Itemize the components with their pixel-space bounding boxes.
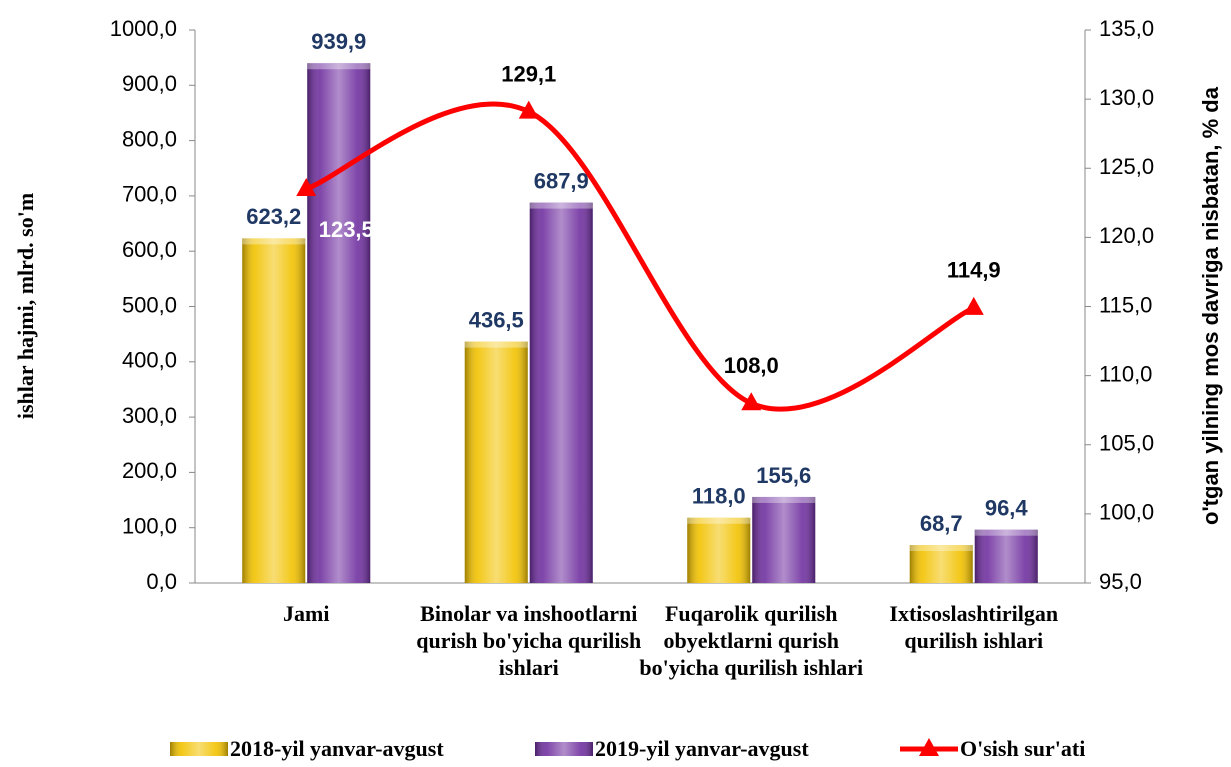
y2-tick-label: 105,0 <box>1099 431 1154 456</box>
x-tick-label: Ixtisoslashtirilgan qurilish ishlari <box>889 601 1059 653</box>
y2-tick-label: 115,0 <box>1099 292 1152 317</box>
bar-shade <box>974 529 1038 583</box>
legend-marker <box>919 738 939 756</box>
y-tick-label: 400,0 <box>122 348 177 373</box>
bar-shade <box>687 517 751 583</box>
y-tick-label: 700,0 <box>122 182 177 207</box>
bar-top <box>529 202 593 209</box>
data-label: 436,5 <box>469 307 524 332</box>
y-tick-label: 500,0 <box>122 292 177 317</box>
y2-tick-label: 125,0 <box>1099 154 1154 179</box>
y-axis-title: ishlar hajmi, mlrd. so'm <box>13 193 38 419</box>
x-tick-label: Fuqarolik qurilish obyektlarni qurish bo… <box>639 601 864 680</box>
y-tick-label: 100,0 <box>122 514 177 539</box>
y2-tick-label: 130,0 <box>1099 85 1154 110</box>
y2-tick-label: 110,0 <box>1099 361 1152 386</box>
legend-label: O'sish sur'ati <box>960 736 1086 761</box>
y-tick-label: 600,0 <box>122 237 177 262</box>
data-label: 687,9 <box>534 168 589 193</box>
y2-tick-label: 100,0 <box>1099 500 1154 525</box>
bar-top <box>974 529 1038 536</box>
y2-tick-label: 120,0 <box>1099 223 1154 248</box>
legend-label: 2019-yil yanvar-avgust <box>595 736 809 761</box>
y2-tick-label: 135,0 <box>1099 16 1154 41</box>
y-tick-label: 900,0 <box>122 71 177 96</box>
data-label: 939,9 <box>311 29 366 54</box>
line-label: 129,1 <box>501 61 556 86</box>
bar-shade <box>464 341 528 583</box>
y-tick-label: 800,0 <box>122 126 177 151</box>
y-tick-label: 200,0 <box>122 458 177 483</box>
data-label: 118,0 <box>692 484 746 509</box>
y-tick-label: 1000,0 <box>110 16 177 41</box>
line-marker <box>518 100 539 119</box>
line-marker <box>963 296 984 315</box>
legend-swatch-shade <box>535 742 593 756</box>
bar-top <box>464 341 528 348</box>
line <box>305 101 975 412</box>
bar-shade <box>529 202 593 583</box>
line-marker <box>741 392 762 411</box>
y-tick-label: 0,0 <box>146 569 177 594</box>
bar-top <box>752 496 816 503</box>
line-label: 123,5 <box>319 217 374 242</box>
bar-top <box>307 63 371 70</box>
y-tick-label: 300,0 <box>122 403 177 428</box>
line-marker <box>296 177 317 196</box>
y2-axis-title: o'tgan yilning mos davriga nisbatan, % d… <box>1198 86 1223 525</box>
data-label: 155,6 <box>756 463 811 488</box>
legend-label: 2018-yil yanvar-avgust <box>230 736 444 761</box>
bar-shade <box>307 63 371 584</box>
bar-top <box>909 545 973 552</box>
bar-top <box>242 238 306 245</box>
line-label: 114,9 <box>947 258 1001 283</box>
bar-shade <box>752 496 816 583</box>
x-tick-label: Binolar va inshootlarni qurish bo'yicha … <box>416 601 642 680</box>
bar-shade <box>909 545 973 583</box>
data-label: 623,2 <box>246 204 301 229</box>
data-label: 68,7 <box>920 511 963 536</box>
bar-top <box>687 517 751 524</box>
line-label: 108,0 <box>724 353 779 378</box>
bar-shade <box>242 238 306 583</box>
y2-tick-label: 95,0 <box>1099 569 1142 594</box>
x-tick-label: Jami <box>283 601 330 626</box>
legend-swatch-shade <box>170 742 228 756</box>
data-label: 96,4 <box>985 496 1029 521</box>
